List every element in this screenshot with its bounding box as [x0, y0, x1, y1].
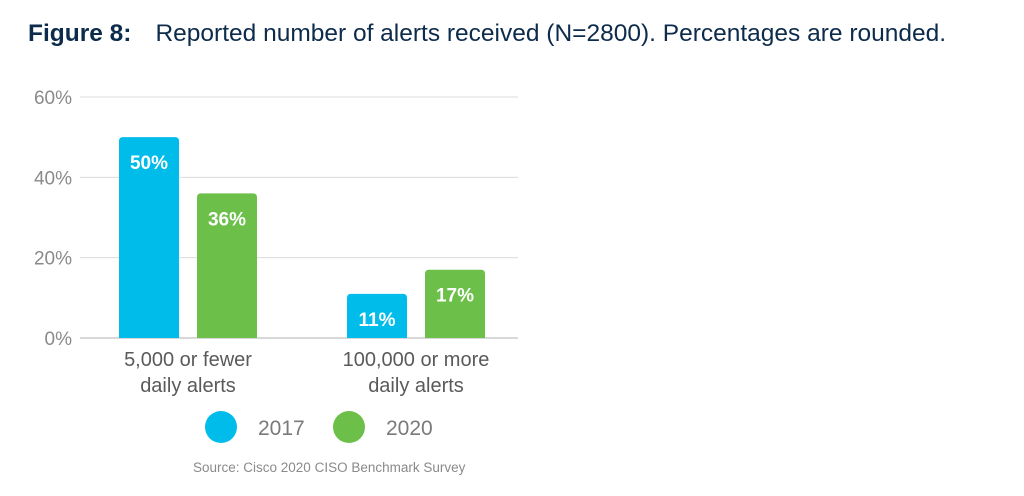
figure-caption: Reported number of alerts received (N=28…: [155, 20, 947, 47]
legend-label: 2017: [258, 417, 305, 440]
figure-title: Figure 8: Reported number of alerts recei…: [28, 20, 946, 48]
figure-number: Figure 8:: [28, 20, 132, 47]
category-label: 5,000 or fewer: [124, 349, 252, 371]
y-tick-label: 20%: [34, 249, 72, 270]
category-label: daily alerts: [140, 375, 236, 397]
bar-2020-1: [425, 269, 485, 338]
bar-value-label: 17%: [436, 286, 474, 307]
category-label: 100,000 or more: [343, 349, 490, 371]
y-tick-label: 60%: [34, 88, 72, 109]
bar-2017-0: [119, 137, 179, 338]
legend-label: 2020: [386, 417, 433, 440]
bar-value-label: 36%: [208, 209, 246, 230]
y-tick-label: 0%: [45, 329, 73, 350]
bar-2020-0: [197, 193, 257, 338]
legend-swatch-2017: [205, 411, 237, 443]
bar-value-label: 50%: [130, 153, 168, 174]
legend-swatch-2020: [333, 411, 365, 443]
bar-value-label: 11%: [359, 310, 396, 331]
y-tick-label: 40%: [34, 168, 72, 189]
source-note: Source: Cisco 2020 CISO Benchmark Survey: [193, 460, 466, 475]
bar-2017-1: [347, 293, 407, 338]
category-label: daily alerts: [368, 375, 464, 397]
